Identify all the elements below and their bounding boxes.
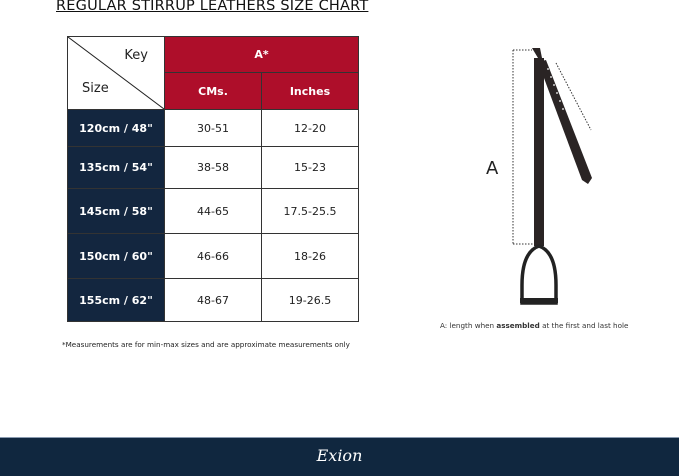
table-row: 120cm / 48" 30-51 12-20 (67, 109, 359, 147)
measurement-note: *Measurements are for min-max sizes and … (62, 340, 350, 349)
caption-text: A: length when (440, 321, 497, 330)
footer-band: Exion (0, 437, 679, 476)
inches-cell: 15-23 (261, 146, 359, 189)
size-chart-table: Key Size A* CMs. Inches 120cm / 48" 30-5… (67, 36, 359, 322)
table-row: 150cm / 60" 46-66 18-26 (67, 233, 359, 279)
size-cell: 135cm / 54" (67, 146, 165, 189)
size-cell: 150cm / 60" (67, 233, 165, 279)
cms-cell: 38-58 (164, 146, 262, 189)
table-row: 135cm / 54" 38-58 15-23 (67, 146, 359, 189)
size-label: Size (82, 81, 109, 96)
dimension-a-label: A (486, 158, 499, 179)
table-row: 145cm / 58" 44-65 17.5-25.5 (67, 188, 359, 234)
column-header-cms: CMs. (164, 72, 262, 110)
column-header-inches: Inches (261, 72, 359, 110)
caption-bold: assembled (496, 321, 540, 330)
group-header: A* (164, 36, 359, 73)
cms-cell: 46-66 (164, 233, 262, 279)
inches-cell: 18-26 (261, 233, 359, 279)
inches-cell: 12-20 (261, 109, 359, 147)
diagram-caption: A: length when assembled at the first an… (440, 321, 628, 330)
size-cell: 155cm / 62" (67, 278, 165, 322)
stirrup-leather-diagram (512, 48, 592, 305)
cms-cell: 48-67 (164, 278, 262, 322)
brand-logo: Exion (316, 446, 363, 465)
corner-cell: Key Size (67, 36, 165, 110)
size-cell: 145cm / 58" (67, 188, 165, 234)
cms-cell: 30-51 (164, 109, 262, 147)
table-row: 155cm / 62" 48-67 19-26.5 (67, 278, 359, 322)
size-cell: 120cm / 48" (67, 109, 165, 147)
key-label: Key (124, 48, 148, 63)
cms-cell: 44-65 (164, 188, 262, 234)
inches-cell: 19-26.5 (261, 278, 359, 322)
inches-cell: 17.5-25.5 (261, 188, 359, 234)
page-title: REGULAR STIRRUP LEATHERS SIZE CHART (56, 0, 369, 14)
caption-text-end: at the first and last hole (539, 321, 629, 330)
